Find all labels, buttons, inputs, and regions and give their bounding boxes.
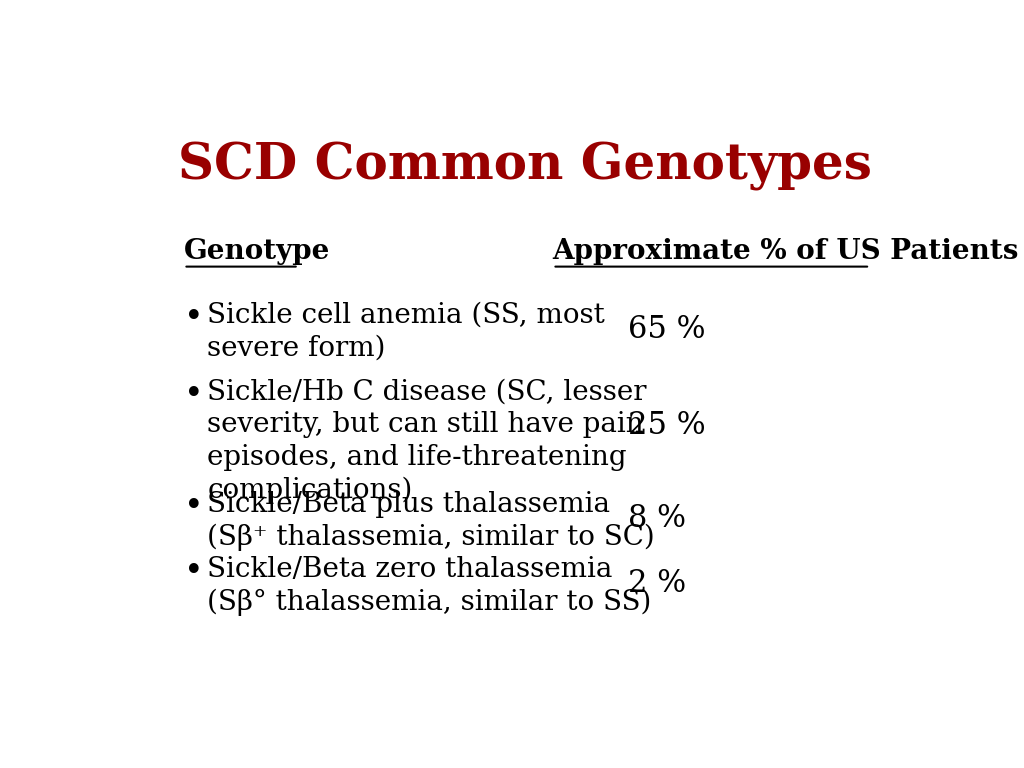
Text: (Sβ⁺ thalassemia, similar to SC): (Sβ⁺ thalassemia, similar to SC) <box>207 524 655 551</box>
Text: episodes, and life-threatening: episodes, and life-threatening <box>207 444 627 471</box>
Text: Sickle/Hb C disease (SC, lesser: Sickle/Hb C disease (SC, lesser <box>207 379 647 406</box>
Text: •: • <box>183 492 203 523</box>
Text: 8 %: 8 % <box>628 503 686 535</box>
Text: Sickle/Beta plus thalassemia: Sickle/Beta plus thalassemia <box>207 492 610 518</box>
Text: 65 %: 65 % <box>628 314 706 345</box>
Text: Genotype: Genotype <box>183 238 330 265</box>
Text: SCD Common Genotypes: SCD Common Genotypes <box>178 141 871 190</box>
Text: complications): complications) <box>207 476 413 504</box>
Text: •: • <box>183 379 203 411</box>
Text: (Sβ° thalassemia, similar to SS): (Sβ° thalassemia, similar to SS) <box>207 589 651 616</box>
Text: Sickle/Beta zero thalassemia: Sickle/Beta zero thalassemia <box>207 556 612 584</box>
Text: 2 %: 2 % <box>628 568 686 599</box>
Text: severe form): severe form) <box>207 335 386 362</box>
Text: Approximate % of US Patients: Approximate % of US Patients <box>553 238 1019 265</box>
Text: severity, but can still have pain: severity, but can still have pain <box>207 412 644 439</box>
Text: •: • <box>183 556 203 588</box>
Text: Sickle cell anemia (SS, most: Sickle cell anemia (SS, most <box>207 302 605 329</box>
Text: 25 %: 25 % <box>628 410 706 442</box>
Text: •: • <box>183 302 203 334</box>
